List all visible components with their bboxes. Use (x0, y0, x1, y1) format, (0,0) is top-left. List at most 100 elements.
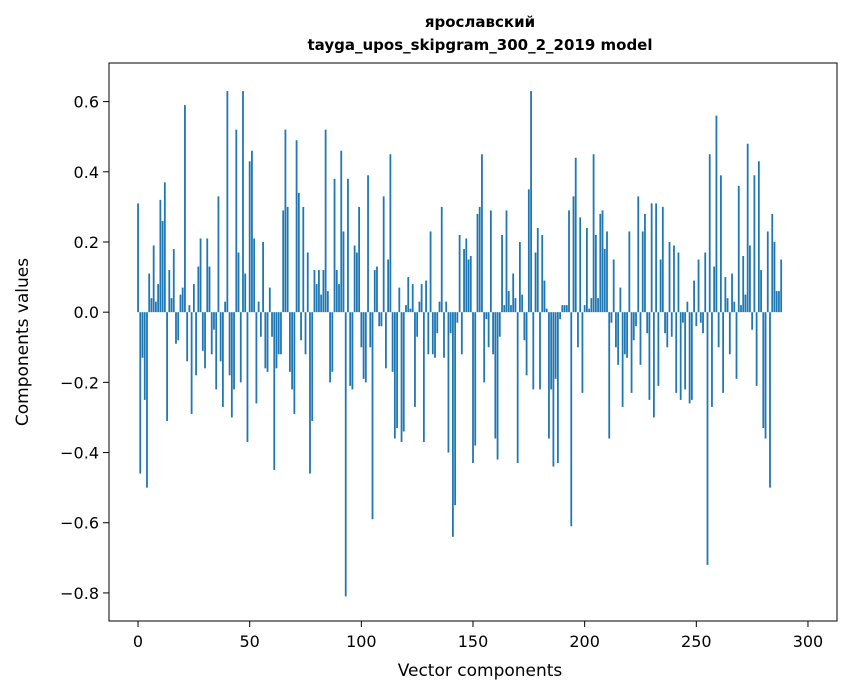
bar (355, 252, 358, 313)
bar (389, 154, 392, 313)
bar (186, 312, 189, 362)
bar (188, 305, 191, 313)
bar (552, 312, 555, 467)
bar (686, 301, 689, 313)
bar (454, 312, 457, 506)
bar (179, 294, 182, 313)
bar (775, 291, 778, 313)
y-tick-label: −0.6 (60, 514, 99, 533)
bar (288, 312, 291, 372)
bar (592, 154, 595, 313)
x-tick-label: 50 (240, 632, 260, 651)
bar (295, 140, 298, 313)
bar (635, 312, 637, 327)
bar (626, 312, 628, 358)
x-tick-label: 0 (133, 632, 143, 651)
chart-subtitle: tayga_upos_skipgram_300_2_2019 model (308, 36, 653, 54)
bar (208, 266, 211, 313)
bar (563, 305, 566, 313)
bar (565, 305, 568, 313)
bar (215, 312, 218, 390)
bar (226, 91, 229, 313)
bar (753, 175, 756, 313)
bar (641, 231, 644, 313)
bar (550, 312, 553, 390)
bar (414, 312, 416, 407)
bar (467, 259, 470, 313)
bar (262, 241, 264, 313)
bar (519, 241, 521, 313)
bar (503, 305, 506, 313)
bar (545, 308, 548, 313)
bar (420, 284, 423, 313)
bar (715, 115, 718, 313)
bar (742, 256, 745, 313)
bar (137, 203, 139, 313)
bar (425, 280, 427, 313)
bar (150, 298, 153, 313)
bar (369, 312, 372, 348)
bar (320, 294, 323, 313)
bar (623, 312, 626, 355)
x-tick-label: 100 (346, 632, 377, 651)
bar (143, 312, 146, 400)
bar (280, 312, 282, 355)
y-tick-label: −0.4 (60, 444, 99, 463)
bar (530, 91, 532, 313)
bar (561, 305, 564, 313)
bar (760, 270, 762, 313)
bar (204, 312, 206, 369)
bar (148, 273, 151, 313)
bar (757, 161, 760, 313)
bar (233, 312, 235, 390)
bar (344, 312, 347, 597)
x-tick-label: 250 (681, 632, 712, 651)
bar (391, 312, 394, 372)
bar (690, 312, 693, 400)
bar (489, 210, 492, 313)
bar (507, 291, 510, 313)
bar (525, 312, 528, 376)
bar (621, 312, 624, 407)
bar (695, 312, 698, 327)
bar (449, 312, 452, 334)
bar (434, 312, 436, 358)
bar (266, 312, 269, 372)
bar (405, 305, 407, 313)
bar (731, 273, 733, 313)
bar (713, 266, 716, 313)
bar (197, 266, 200, 313)
bar (572, 196, 575, 313)
bar (293, 312, 296, 414)
bar (382, 196, 385, 313)
bar (699, 312, 702, 323)
bar (380, 312, 383, 327)
bar (717, 312, 720, 348)
bar (704, 252, 707, 313)
bar (255, 312, 258, 404)
bar (559, 312, 561, 320)
bar (440, 206, 443, 313)
bar (181, 287, 184, 313)
bar (324, 129, 327, 313)
bar (646, 312, 649, 334)
bar (161, 220, 164, 313)
bar (456, 312, 459, 323)
x-tick-label: 150 (458, 632, 489, 651)
bar (673, 245, 675, 313)
bar (224, 301, 227, 313)
bar (762, 312, 765, 428)
bar (556, 312, 559, 464)
bar (349, 312, 352, 386)
bar (427, 312, 430, 355)
bar (393, 312, 396, 439)
bar (360, 312, 363, 348)
plot-frame (108, 62, 838, 622)
bar (682, 312, 684, 323)
bar (445, 301, 448, 313)
y-axis: −0.8 −0.6 −0.4 −0.2 0.0 0.2 0.4 0.6 (60, 93, 109, 603)
bar (239, 312, 242, 383)
bar (235, 129, 238, 313)
y-tick-label: −0.8 (60, 584, 99, 603)
